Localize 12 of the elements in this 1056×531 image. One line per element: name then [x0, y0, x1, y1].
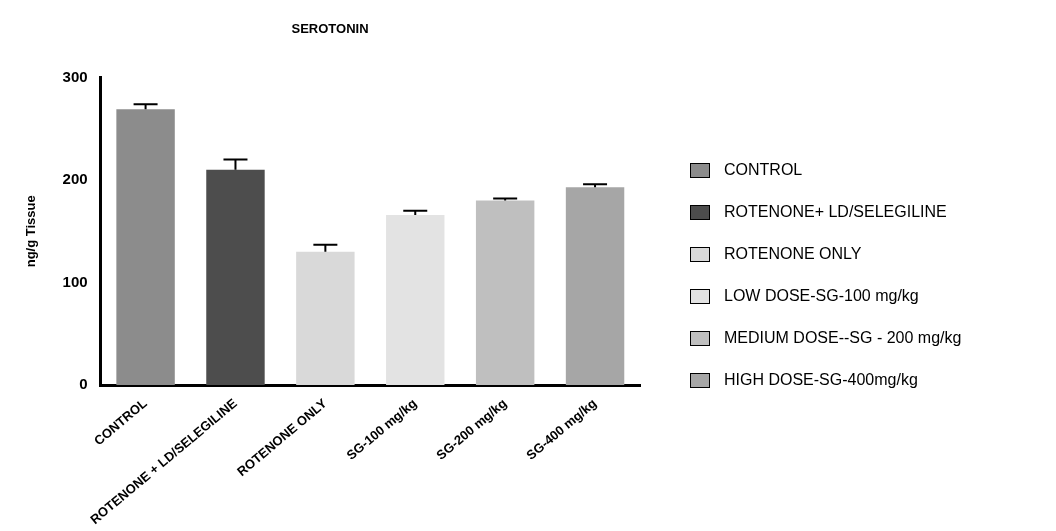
y-axis-title: ng/g Tissue	[23, 195, 39, 268]
chart-title: SEROTONIN	[291, 21, 369, 37]
y-tick-label: 0	[79, 375, 88, 393]
legend-label: MEDIUM DOSE--SG - 200 mg/kg	[724, 329, 962, 347]
y-tick-label: 300	[62, 67, 88, 85]
y-tick-label: 100	[62, 272, 88, 290]
legend-label: LOW DOSE-SG-100 mg/kg	[724, 287, 919, 305]
legend-label: CONTROL	[724, 161, 803, 179]
y-tick-label: 200	[62, 170, 88, 188]
legend-label: ROTENONE+ LD/SELEGILINE	[724, 203, 947, 221]
legend-label: ROTENONE ONLY	[724, 245, 862, 263]
legend-label: HIGH DOSE-SG-400mg/kg	[724, 371, 918, 389]
